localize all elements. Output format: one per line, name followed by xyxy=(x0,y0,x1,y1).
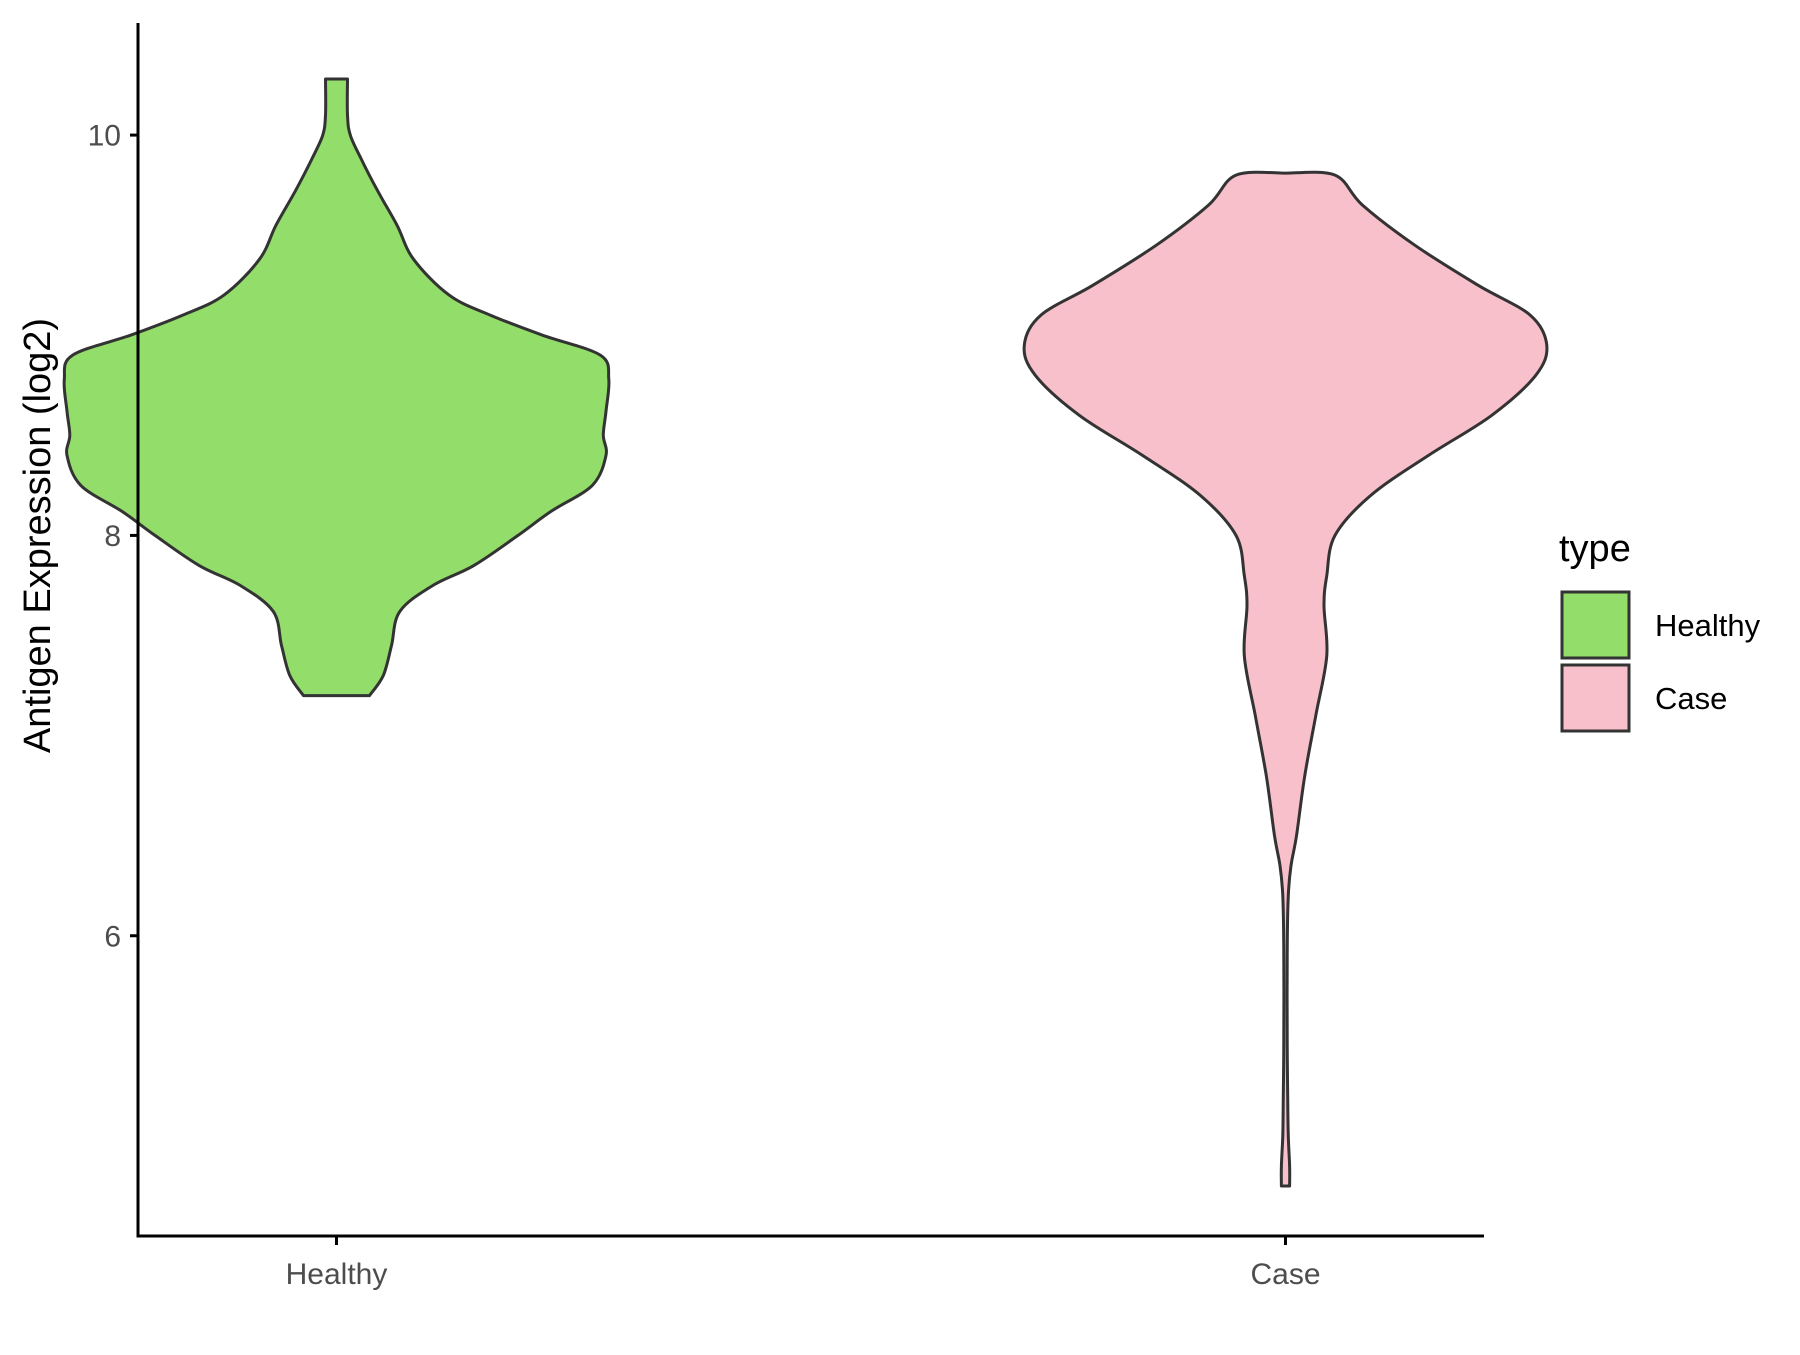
legend-title: type xyxy=(1559,528,1631,570)
legend: type Healthy Case xyxy=(1559,528,1761,733)
y-tick-label: 8 xyxy=(104,520,121,553)
violin-layer xyxy=(62,77,1549,1188)
y-tick-label: 10 xyxy=(88,120,121,153)
y-tick-label: 6 xyxy=(104,920,121,953)
y-axis-title: Antigen Expression (log2) xyxy=(17,318,59,753)
x-tick-label: Case xyxy=(1250,1258,1320,1291)
legend-label-case: Case xyxy=(1655,681,1727,716)
legend-label-healthy: Healthy xyxy=(1655,608,1761,643)
x-tick-label: Healthy xyxy=(286,1258,388,1291)
y-axis-ticks: 6 8 10 xyxy=(88,120,138,953)
legend-key-case xyxy=(1560,663,1631,733)
legend-items: Healthy Case xyxy=(1560,590,1761,733)
violin-healthy xyxy=(62,77,611,698)
x-axis-ticks: Healthy Case xyxy=(286,1236,1321,1291)
legend-key-healthy xyxy=(1560,590,1631,660)
violin-case xyxy=(1022,170,1549,1188)
